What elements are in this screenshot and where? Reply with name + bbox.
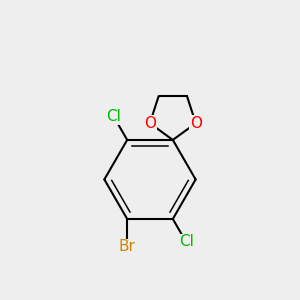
Text: O: O (190, 116, 202, 131)
Text: Br: Br (119, 239, 136, 254)
Text: O: O (144, 116, 156, 131)
Text: Cl: Cl (106, 110, 122, 124)
Text: Cl: Cl (178, 234, 194, 249)
